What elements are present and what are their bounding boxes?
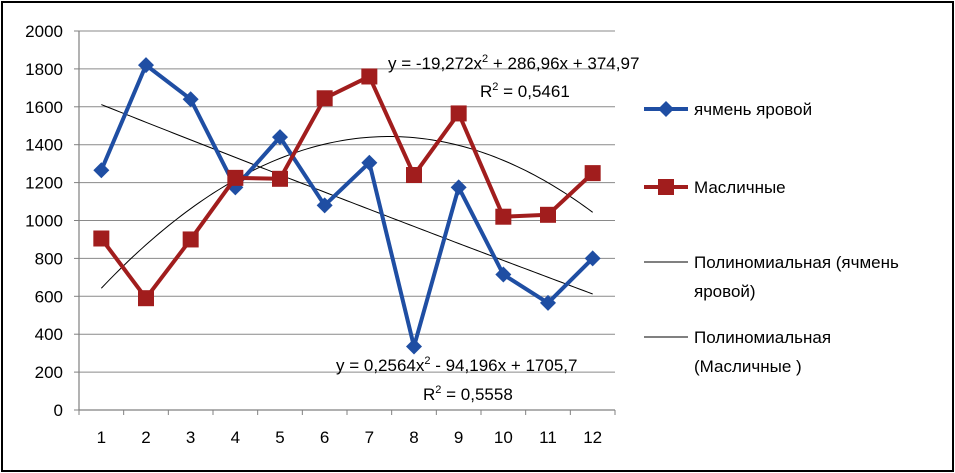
- x-tick-label: 2: [141, 428, 150, 447]
- data-point-marker: [182, 231, 199, 248]
- data-point-marker: [495, 266, 512, 283]
- legend-label-trend-yachmen: Полиномиальная (ячмень: [694, 253, 899, 272]
- x-tick-label: 6: [320, 428, 329, 447]
- data-point-marker: [361, 154, 378, 171]
- y-tick-label: 1800: [25, 60, 63, 79]
- data-point-marker: [316, 90, 333, 107]
- legend-label-trend-maslichnye: Полиномиальная: [694, 328, 831, 347]
- series-line-1: [99, 63, 595, 349]
- trendline-1: [101, 104, 593, 295]
- data-point-marker: [495, 208, 512, 225]
- legend-marker-yachmen: [658, 101, 674, 117]
- x-tick-label: 8: [409, 428, 418, 447]
- y-tick-label: 1600: [25, 98, 63, 117]
- x-tick-label: 7: [365, 428, 374, 447]
- data-point-marker: [406, 338, 422, 355]
- trendline-equation-yachmen: y = 0,2564x2 - 94,196x + 1705,7: [336, 355, 577, 375]
- data-point-marker: [93, 230, 110, 247]
- trendline-r2-yachmen: R2 = 0,5558: [423, 384, 513, 404]
- y-tick-label: 1200: [25, 174, 63, 193]
- legend: ячмень яровой Масличные Полиномиальная (яч…: [644, 100, 899, 376]
- data-point-marker: [584, 250, 601, 267]
- trendline-r2-maslichnye: R2 = 0,5461: [480, 81, 570, 101]
- x-tick-label: 9: [454, 428, 463, 447]
- y-tick-label: 1400: [25, 136, 63, 155]
- series-line-2: [99, 74, 595, 301]
- legend-label-trend-yachmen: яровой): [694, 282, 756, 301]
- legend-label-maslichnye: Масличные: [694, 178, 786, 197]
- y-tick-label: 600: [35, 287, 63, 306]
- data-point-marker: [316, 197, 333, 214]
- axes: [74, 30, 616, 415]
- x-tick-label: 1: [97, 428, 106, 447]
- x-tick-label: 4: [231, 428, 240, 447]
- y-tick-label: 1000: [25, 212, 63, 231]
- legend-label-trend-maslichnye: (Масличные ): [694, 357, 802, 376]
- x-tick-label: 12: [583, 428, 602, 447]
- x-tick-label: 3: [186, 428, 195, 447]
- y-tick-label: 0: [54, 401, 63, 420]
- trendline-equations: y = -19,272x2 + 286,96x + 374,97 R2 = 0,5…: [336, 53, 639, 404]
- legend-label-yachmen: ячмень яровой: [694, 100, 812, 119]
- data-point-marker: [138, 57, 154, 74]
- x-tick-label: 10: [494, 428, 513, 447]
- data-point-marker: [361, 68, 378, 85]
- data-point-marker: [450, 105, 467, 122]
- trendline-equation-maslichnye: y = -19,272x2 + 286,96x + 374,97: [388, 53, 639, 73]
- x-tick-label: 5: [275, 428, 284, 447]
- y-tick-label: 800: [35, 249, 63, 268]
- data-point-marker: [272, 129, 288, 146]
- data-point-marker: [540, 206, 556, 223]
- y-tick-label: 2000: [25, 22, 63, 41]
- data-point-marker: [182, 91, 199, 108]
- y-tick-label: 200: [35, 363, 63, 382]
- data-point-marker: [227, 169, 244, 186]
- data-point-marker: [406, 167, 422, 184]
- data-series: [93, 57, 601, 355]
- trendlines: [100, 104, 593, 295]
- data-point-marker: [138, 290, 154, 307]
- legend-marker-maslichnye: [658, 179, 674, 195]
- data-point-marker: [540, 294, 556, 311]
- x-tick-label: 11: [539, 428, 557, 447]
- data-point-marker: [450, 179, 467, 196]
- y-tick-label: 400: [35, 325, 63, 344]
- data-point-marker: [272, 170, 288, 187]
- data-point-marker: [584, 165, 601, 182]
- trendline-2: [100, 136, 593, 289]
- data-point-marker: [93, 162, 110, 179]
